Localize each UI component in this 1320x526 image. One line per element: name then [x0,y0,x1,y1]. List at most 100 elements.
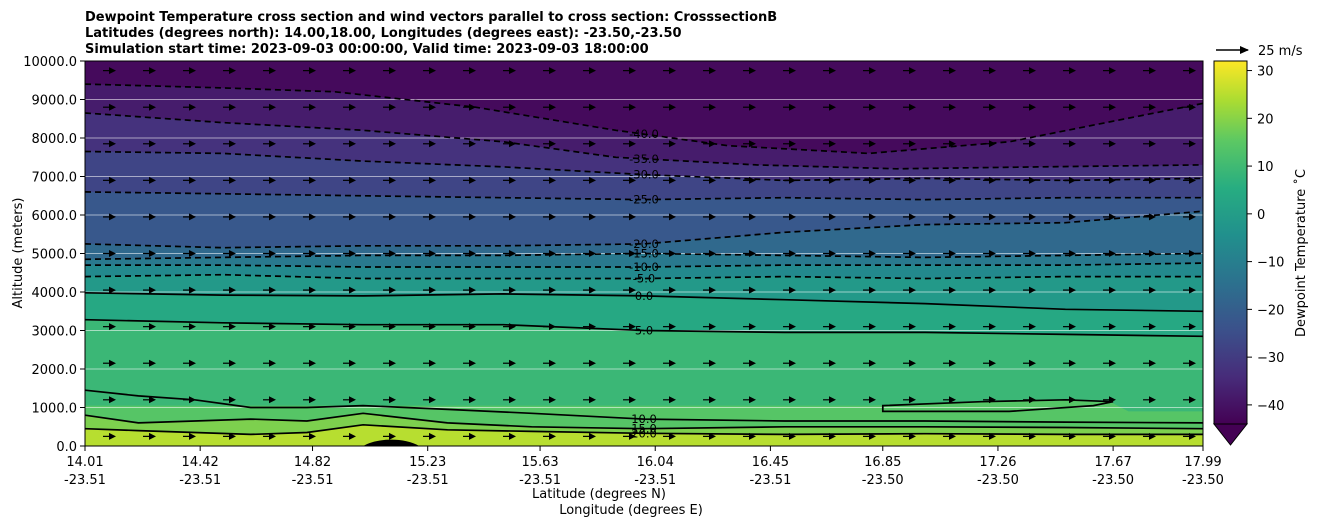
wind-vector-head [229,67,236,75]
wind-vector-head [509,396,516,404]
wind-vector-head [869,103,876,111]
wind-vector-head [669,250,676,257]
wind-vector-head [349,67,356,75]
wind-vector-head [309,176,316,184]
colorbar-label: Dewpoint Temperature ˚C [1293,169,1309,337]
wind-vector-head [589,176,596,184]
wind-vector-head [1069,250,1076,257]
wind-vector-head [549,359,556,367]
wind-vector-head [789,176,796,184]
wind-vector-head [149,250,156,257]
wind-vector-head [1109,250,1116,257]
wind-vector-head [109,176,116,184]
wind-vector-head [149,176,156,184]
wind-vector-head [709,176,716,184]
x-tick-label-lat: 14.82 [294,455,331,470]
wind-vector-head [429,323,436,331]
wind-vector-head [909,432,916,440]
x-tick-label-lon: -23.50 [1092,473,1134,488]
wind-vector-head [189,286,196,294]
wind-vector-head [709,250,716,257]
wind-vector-head [749,286,756,294]
wind-vector-head [1109,396,1116,404]
wind-vector-head [109,359,116,367]
x-tick-label-lat: 17.99 [1184,455,1221,470]
wind-vector-head [229,359,236,367]
x-tick-label-lon: -23.51 [749,473,791,488]
colorbar-ticks: 30 20 10 0 −10 −20 −30 −40 [1247,65,1284,414]
wind-vector-head [909,286,916,294]
y-tick-label: 0.0 [56,440,77,455]
wind-vector-head [389,359,396,367]
wind-vector-head [949,359,956,367]
y-tick-label: 10000.0 [23,55,77,70]
wind-vector-head [829,140,836,148]
x-tick-label-lat: 15.63 [521,455,558,470]
wind-vector-head [269,103,276,111]
contour-labels: -40.0 -35.0 -30.0 -25.0 -20.0-15.0-10.0-5.0 0… [629,127,659,440]
wind-vector-head [829,323,836,331]
wind-vector-head [1069,67,1076,75]
colorbar-tick-label: 0 [1257,208,1265,223]
y-tick-label: 9000.0 [32,94,78,109]
wind-vector-head [389,432,396,440]
wind-vector-head [909,140,916,148]
wind-vector-head [189,103,196,111]
contour-line--40 [85,83,1203,155]
wind-vector-head [749,250,756,257]
wind-vector-head [189,396,196,404]
colorbar-tick-label: −10 [1257,256,1284,271]
wind-vector-head [1149,213,1156,221]
wind-vector-head [189,323,196,331]
wind-vector-head [629,250,636,257]
wind-vector-head [669,323,676,331]
wind-vector-head [1189,103,1196,111]
contour-label: 5.0 [635,324,653,338]
x-tick-label-lat: 15.23 [409,455,446,470]
y-tick-label: 6000.0 [32,209,78,224]
wind-vector-head [309,323,316,331]
wind-vector-head [549,176,556,184]
wind-vector-head [1149,176,1156,184]
wind-vector-head [1149,359,1156,367]
wind-vector-head [749,396,756,404]
wind-vector-head [949,250,956,257]
wind-vector-head [1109,432,1116,440]
quiver-key-label: 25 m/s [1258,44,1303,59]
wind-vector-head [789,359,796,367]
colorbar-extend-min [1212,423,1249,446]
y-tick-label: 7000.0 [32,171,78,186]
wind-vector-head [589,140,596,148]
wind-vector-head [1069,176,1076,184]
wind-vector-head [1149,286,1156,294]
contour-label: -30.0 [629,168,659,182]
wind-vector-head [669,140,676,148]
chart-title-line-3: Simulation start time: 2023-09-03 00:00:… [85,42,649,57]
wind-vector-head [709,213,716,221]
terrain [363,439,420,446]
x-tick-label-lon: -23.51 [407,473,449,488]
wind-vector-head [629,432,636,440]
wind-vector-head [229,103,236,111]
contour-label: -5.0 [633,272,655,286]
colorbar-fill [1213,60,1248,425]
wind-vector-head [869,176,876,184]
wind-vector-head [629,323,636,331]
wind-vector-head [589,432,596,440]
wind-vector-head [669,103,676,111]
wind-vector-head [309,286,316,294]
wind-vector-head [909,250,916,257]
wind-vector-head [389,103,396,111]
wind-vector-head [149,103,156,111]
chart-title-line-2: Latitudes (degrees north): 14.00,18.00, … [85,26,682,41]
wind-vector-head [269,140,276,148]
wind-vector-head [989,213,996,221]
wind-vector-head [1149,323,1156,331]
wind-vector-head [509,286,516,294]
wind-vector-head [469,250,476,257]
wind-vector-head [1029,396,1036,404]
wind-vector-head [829,250,836,257]
y-tick-label: 1000.0 [32,402,78,417]
wind-vector-head [309,250,316,257]
wind-vector-head [909,359,916,367]
